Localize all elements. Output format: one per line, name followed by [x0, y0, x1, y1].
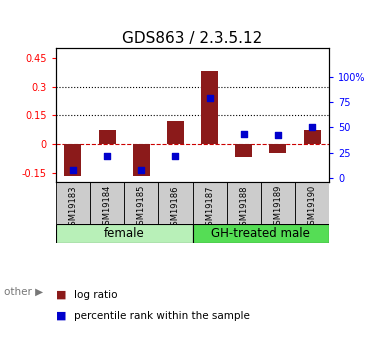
- Text: GSM19190: GSM19190: [308, 185, 316, 230]
- Point: [241, 132, 247, 137]
- Bar: [303, 130, 321, 144]
- Bar: [227, 182, 261, 224]
- Bar: [99, 130, 116, 144]
- Bar: [235, 144, 252, 157]
- Text: GSM19186: GSM19186: [171, 185, 180, 230]
- Text: ■: ■: [56, 311, 66, 321]
- Bar: [167, 121, 184, 144]
- Bar: [64, 144, 82, 176]
- Bar: [56, 182, 90, 224]
- Text: GSM19185: GSM19185: [137, 185, 146, 230]
- Bar: [270, 144, 286, 154]
- Text: GH-treated male: GH-treated male: [211, 227, 310, 240]
- Text: GSM19183: GSM19183: [69, 185, 77, 230]
- Text: other ▶: other ▶: [4, 287, 43, 296]
- Bar: [192, 224, 329, 243]
- Bar: [192, 182, 227, 224]
- Bar: [90, 182, 124, 224]
- Bar: [124, 182, 158, 224]
- Text: GSM19188: GSM19188: [239, 185, 248, 230]
- Text: GSM19189: GSM19189: [273, 185, 283, 230]
- Point: [309, 125, 315, 130]
- Text: ■: ■: [56, 290, 66, 300]
- Text: percentile rank within the sample: percentile rank within the sample: [74, 311, 250, 321]
- Text: GSM19187: GSM19187: [205, 185, 214, 230]
- Bar: [158, 182, 192, 224]
- Point: [70, 167, 76, 172]
- Bar: [261, 182, 295, 224]
- Bar: [133, 144, 150, 176]
- Text: female: female: [104, 227, 144, 240]
- Point: [104, 153, 110, 158]
- Text: log ratio: log ratio: [74, 290, 118, 300]
- Title: GDS863 / 2.3.5.12: GDS863 / 2.3.5.12: [122, 31, 263, 46]
- Point: [275, 133, 281, 138]
- Bar: [56, 224, 192, 243]
- Point: [172, 153, 179, 158]
- Bar: [295, 182, 329, 224]
- Point: [206, 95, 213, 101]
- Text: GSM19184: GSM19184: [102, 185, 112, 230]
- Bar: [201, 71, 218, 144]
- Point: [138, 167, 144, 172]
